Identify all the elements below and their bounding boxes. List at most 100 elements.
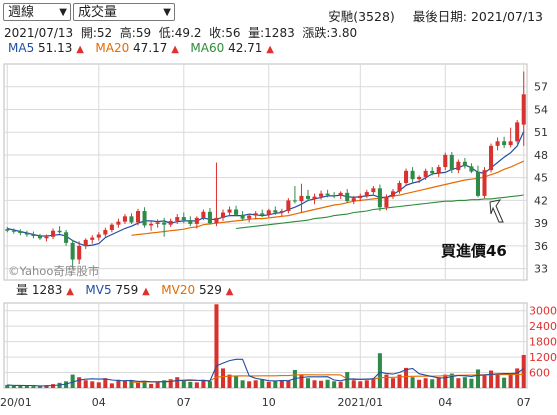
candle	[508, 127, 513, 148]
candle-body	[332, 195, 337, 197]
candle-body	[96, 234, 101, 238]
candle	[417, 175, 422, 183]
candle	[371, 186, 376, 195]
candle	[286, 198, 291, 214]
watermark: ©Yahoo奇摩股市	[8, 264, 100, 278]
volume-bar	[489, 370, 494, 388]
candle-body	[31, 234, 36, 237]
candle	[234, 205, 239, 217]
candle	[489, 143, 494, 173]
candle-body	[266, 210, 271, 215]
candle	[83, 238, 88, 249]
x-tick-label: 20/01	[0, 396, 32, 409]
quote-date: 2021/07/13	[4, 26, 74, 40]
volume-bar	[214, 304, 219, 388]
mv5-up-arrow-icon: ▲	[142, 286, 150, 297]
volume-bar	[515, 368, 520, 388]
volume-bar	[129, 380, 134, 388]
price-y-axis: 33 36 39 42 45 48 51 54 57	[534, 81, 548, 276]
volume-bar	[495, 374, 500, 388]
x-tick-label: 04	[92, 396, 106, 409]
candle-body	[162, 222, 167, 225]
candle-body	[292, 200, 297, 202]
candle	[96, 232, 101, 241]
close-value: 56	[225, 26, 241, 40]
price-y-tick-label: 48	[534, 149, 548, 162]
ma-legend: MA5 51.13 ▲ MA20 47.17 ▲ MA60 42.71 ▲	[8, 41, 274, 55]
volume-bar	[5, 384, 10, 388]
volume-bar	[443, 374, 448, 388]
indicator-select-value: 成交量	[78, 5, 118, 20]
price-y-tick-label: 54	[534, 103, 548, 116]
candle-body	[64, 232, 69, 243]
candle-body	[312, 196, 317, 199]
candle-body	[70, 242, 75, 260]
candle-body	[103, 229, 108, 235]
quote-row: 2021/07/13 開:52 高:59 低:49.2 收:56 量:1283 …	[4, 24, 357, 41]
last-date-label: 最後日期:	[412, 9, 467, 24]
candle-body	[462, 161, 467, 167]
candle-body	[384, 196, 389, 208]
volume-bar	[417, 379, 422, 388]
candle	[57, 226, 62, 234]
candle	[436, 164, 441, 177]
candle-body	[155, 222, 160, 224]
candle	[404, 168, 409, 186]
x-tick-label: 07	[177, 396, 191, 409]
volume-bar	[325, 379, 330, 388]
candle	[207, 208, 212, 225]
candle-body	[90, 237, 95, 240]
candle	[338, 191, 343, 199]
mv5-line	[7, 358, 525, 387]
candle-body	[37, 236, 42, 239]
candle-body	[273, 210, 278, 213]
low-value: 49.2	[174, 26, 202, 40]
period-select[interactable]: 週線 ▼	[3, 3, 71, 21]
candle-body	[109, 224, 114, 230]
volume-bar	[397, 374, 402, 388]
candle	[456, 159, 461, 174]
chevron-down-icon: ▼	[59, 7, 67, 18]
volume-bar	[430, 379, 435, 388]
candle-body	[443, 154, 448, 168]
volume-bar	[194, 382, 199, 388]
volume-chart: 600 1200 1800 2400 3000 20/01 04 07 10 2021/01 04…	[0, 302, 557, 409]
x-tick-label: 04	[438, 396, 452, 409]
volume-bar	[116, 379, 121, 388]
candle-body	[489, 145, 494, 171]
volume-y-axis: 600 1200 1800 2400 3000	[529, 305, 557, 380]
volume-y-tick-label: 1200	[529, 351, 557, 364]
candle-body	[404, 170, 409, 183]
ma5-value: 51.13	[38, 41, 73, 55]
candle-body	[410, 170, 415, 180]
period-select-value: 週線	[8, 5, 35, 20]
volume-bar	[77, 377, 82, 388]
price-candles	[5, 71, 526, 269]
candle-body	[521, 94, 526, 125]
candle	[247, 214, 252, 223]
volume-bar	[390, 378, 396, 388]
candle-body	[260, 213, 265, 215]
candle-body	[495, 141, 500, 146]
volume-bar	[404, 367, 409, 388]
volume-bar	[456, 378, 461, 388]
candle-body	[345, 192, 350, 202]
volume-bar	[273, 381, 278, 388]
candle-body	[201, 211, 206, 218]
volume-bar	[155, 382, 160, 388]
candle-body	[44, 236, 49, 239]
price-plot-frame	[3, 63, 528, 281]
candle	[31, 231, 36, 239]
change-label: 漲跌:	[302, 26, 331, 40]
candle	[384, 194, 389, 211]
volume-bar	[384, 374, 389, 388]
volume-bar	[188, 381, 193, 388]
indicator-select[interactable]: 成交量 ▼	[73, 3, 175, 21]
candle-body	[51, 230, 56, 237]
x-tick-label: 07	[517, 396, 531, 409]
volume-bar	[286, 380, 291, 388]
price-y-tick-label: 57	[534, 81, 548, 94]
candle	[515, 120, 520, 144]
volume-bar	[162, 380, 167, 388]
candle-body	[371, 188, 376, 193]
